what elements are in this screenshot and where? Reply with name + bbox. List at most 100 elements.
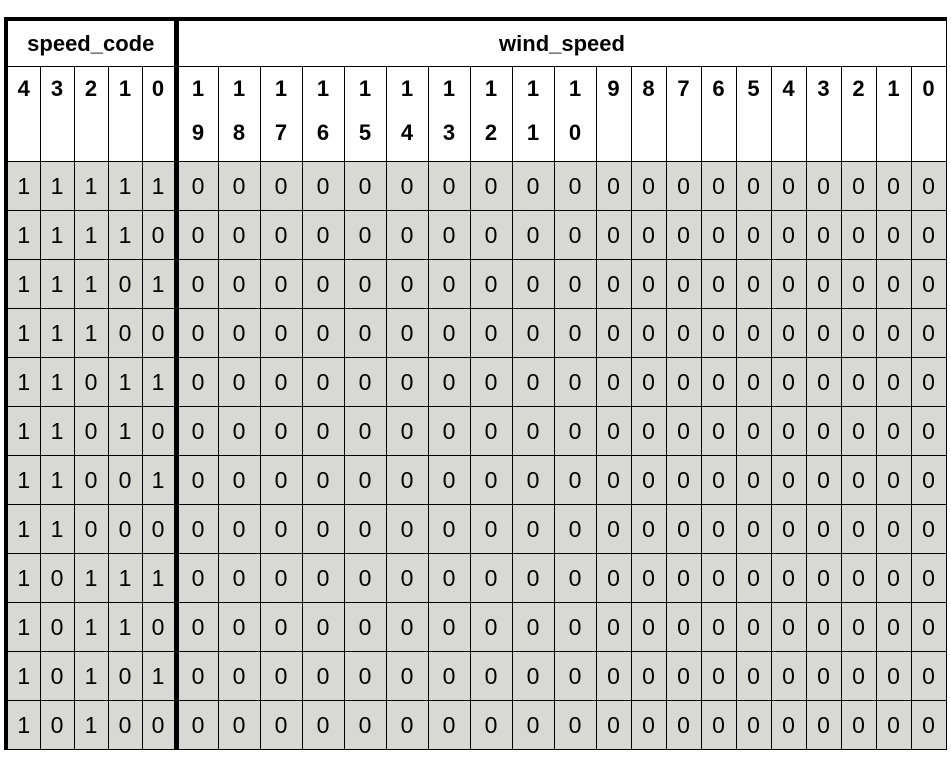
wind_speed-cell: 0 (301, 700, 345, 750)
wind_speed-cell: 0 (553, 602, 597, 652)
wind_speed-cell: 0 (665, 406, 702, 456)
speed_code-cell: 0 (73, 357, 109, 407)
wind_speed-cell: 0 (427, 357, 471, 407)
wind_speed-cell: 0 (805, 308, 842, 358)
wind_speed-cell: 0 (910, 210, 947, 260)
wind_speed-cell: 0 (875, 651, 912, 701)
wind_speed-cell: 0 (665, 553, 702, 603)
wind_speed-cell: 0 (665, 602, 702, 652)
wind_speed-cell: 0 (217, 504, 261, 554)
speed_code-cell: 0 (39, 602, 75, 652)
speed_code-cell: 0 (107, 455, 143, 505)
wind_speed-cell: 0 (427, 455, 471, 505)
wind_speed-cell: 0 (595, 308, 632, 358)
wind_speed-cell: 0 (630, 308, 667, 358)
wind_speed-cell: 0 (735, 651, 772, 701)
wind_speed-cell: 0 (553, 259, 597, 309)
wind_speed-cell: 0 (700, 455, 737, 505)
wind_speed-cell: 0 (385, 504, 429, 554)
wind_speed-cell: 0 (553, 455, 597, 505)
speed_code-cell: 1 (39, 210, 75, 260)
wind_speed-cell: 0 (665, 504, 702, 554)
wind_speed-cell: 0 (630, 553, 667, 603)
speed_code-cell: 1 (73, 602, 109, 652)
wind_speed-cell: 0 (595, 210, 632, 260)
wind_speed-cell: 0 (217, 700, 261, 750)
wind_speed-cell: 0 (840, 161, 877, 211)
wind_speed-cell: 0 (840, 700, 877, 750)
wind_speed-bit-header: 7 (665, 66, 702, 162)
wind_speed-cell: 0 (217, 651, 261, 701)
wind_speed-cell: 0 (770, 700, 807, 750)
speed_code-cell: 0 (39, 700, 75, 750)
wind_speed-cell: 0 (630, 504, 667, 554)
wind_speed-cell: 0 (343, 455, 387, 505)
wind_speed-cell: 0 (427, 406, 471, 456)
wind_speed-bit-header: 9 (595, 66, 632, 162)
speed_code-cell: 1 (5, 504, 41, 554)
wind_speed-cell: 0 (665, 210, 702, 260)
speed_code-cell: 0 (73, 406, 109, 456)
wind_speed-cell: 0 (595, 602, 632, 652)
wind_speed-cell: 0 (259, 210, 303, 260)
wind_speed-cell: 0 (301, 259, 345, 309)
wind_speed-cell: 0 (910, 161, 947, 211)
wind_speed-cell: 0 (301, 357, 345, 407)
wind_speed-cell: 0 (511, 357, 555, 407)
wind_speed-cell: 0 (805, 651, 842, 701)
speed_code-cell: 0 (107, 259, 143, 309)
speed_code-cell: 0 (141, 406, 177, 456)
wind_speed-cell: 0 (511, 651, 555, 701)
wind_speed-cell: 0 (735, 455, 772, 505)
wind_speed-cell: 0 (511, 161, 555, 211)
wind_speed-cell: 0 (805, 700, 842, 750)
wind_speed-cell: 0 (259, 161, 303, 211)
wind_speed-cell: 0 (770, 504, 807, 554)
wind_speed-cell: 0 (217, 553, 261, 603)
wind_speed-cell: 0 (259, 504, 303, 554)
speed_code-cell: 1 (39, 308, 75, 358)
speed_code-cell: 1 (141, 259, 177, 309)
wind_speed-cell: 0 (259, 700, 303, 750)
wind_speed-cell: 0 (910, 455, 947, 505)
speed_code-cell: 1 (39, 357, 75, 407)
wind_speed-cell: 0 (910, 700, 947, 750)
wind_speed-cell: 0 (301, 602, 345, 652)
wind_speed-cell: 0 (259, 406, 303, 456)
wind_speed-cell: 0 (343, 602, 387, 652)
wind_speed-cell: 0 (665, 651, 702, 701)
wind_speed-cell: 0 (665, 161, 702, 211)
speed_code-cell: 1 (107, 357, 143, 407)
wind-speed-header: wind_speed (173, 18, 947, 67)
wind_speed-cell: 0 (840, 455, 877, 505)
wind_speed-cell: 0 (385, 210, 429, 260)
wind_speed-cell: 0 (805, 455, 842, 505)
wind_speed-cell: 0 (385, 406, 429, 456)
speed_code-cell: 1 (107, 553, 143, 603)
wind_speed-cell: 0 (469, 308, 513, 358)
wind_speed-cell: 0 (770, 161, 807, 211)
wind_speed-cell: 0 (910, 602, 947, 652)
wind_speed-cell: 0 (343, 210, 387, 260)
wind_speed-cell: 0 (173, 308, 219, 358)
wind_speed-cell: 0 (469, 553, 513, 603)
wind_speed-cell: 0 (469, 210, 513, 260)
speed_code-cell: 0 (73, 504, 109, 554)
wind_speed-cell: 0 (770, 651, 807, 701)
wind_speed-cell: 0 (735, 602, 772, 652)
wind_speed-cell: 0 (805, 259, 842, 309)
wind_speed-cell: 0 (343, 700, 387, 750)
speed_code-cell: 0 (107, 504, 143, 554)
wind_speed-cell: 0 (469, 406, 513, 456)
wind_speed-cell: 0 (700, 406, 737, 456)
wind_speed-cell: 0 (427, 161, 471, 211)
speed_code-cell: 1 (5, 161, 41, 211)
wind_speed-cell: 0 (217, 161, 261, 211)
wind_speed-cell: 0 (770, 308, 807, 358)
